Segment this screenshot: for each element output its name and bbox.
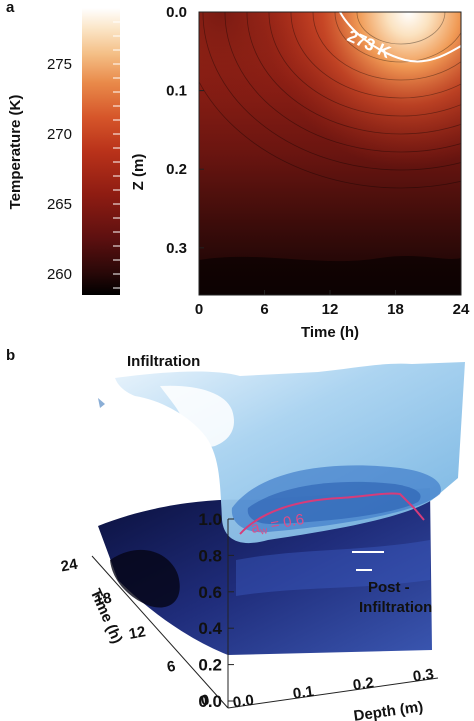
- post-infiltration-label-line1: Post -: [368, 579, 410, 596]
- heatmap-x-tick-labels: 0 6 12 18 24: [195, 290, 470, 318]
- post-infiltration-surface: [98, 488, 432, 655]
- depth-tick-label: 0.2: [352, 674, 375, 694]
- depth-tick-label: 0.3: [412, 666, 435, 686]
- heatmap-y-tick-labels: 0.0 0.1 0.2 0.3: [166, 4, 204, 257]
- time-tick-label: 12: [128, 623, 147, 643]
- depth-tick-labels: 0.0 0.1 0.2 0.3: [232, 666, 435, 712]
- heatmap-contour-line: [312, 12, 461, 81]
- depth-axis-label: Depth (m): [353, 698, 425, 721]
- infiltration-label: Infiltration: [127, 353, 200, 370]
- heatmap-contour-line: [334, 12, 461, 63]
- z-axis-tick-label: 0.8: [198, 546, 222, 565]
- heatmap-contour-line: [202, 12, 461, 171]
- post-infiltration-label-line2: Infiltration: [359, 599, 432, 616]
- z-axis-tick-labels: 0.0 0.2 0.4 0.6 0.8 1.0: [198, 510, 234, 711]
- axes-3d: [91, 519, 439, 709]
- post-infiltration-band: [236, 540, 430, 596]
- heatmap-contour-line: [224, 12, 461, 153]
- heatmap-y-tick-label: 0.0: [166, 4, 187, 21]
- colorbar-label: Temperature (K): [7, 95, 24, 210]
- heatmap-y-tick-label: 0.2: [166, 161, 187, 178]
- heatmap-x-tick-label: 24: [453, 301, 470, 318]
- heatmap-x-tick-label: 12: [322, 301, 339, 318]
- aw-contour-line: [239, 492, 425, 535]
- heatmap-y-axis-label: Z (m): [130, 154, 147, 191]
- colorbar-tick-label: 260: [47, 266, 72, 283]
- colorbar-tick-label: 275: [47, 56, 72, 73]
- depth-tick-label: 0.0: [232, 692, 255, 712]
- z-axis-tick-label: 0.4: [198, 619, 222, 638]
- post-infiltration-dark-region: [110, 549, 180, 608]
- heatmap-contour-line: [290, 12, 461, 99]
- heatmap-y-tick-label: 0.3: [166, 240, 187, 257]
- time-axis-label: Time (h): [87, 586, 126, 646]
- contour-273k-line: [339, 12, 461, 63]
- colorbar-tick-labels: 260 265 270 275: [47, 56, 72, 283]
- z-axis-tick-label: 0.2: [198, 656, 222, 675]
- time-tick-label: 0: [200, 691, 211, 709]
- time-tick-label: 18: [94, 589, 113, 609]
- infiltration-inner-band: [247, 481, 421, 524]
- heatmap-x-tick-label: 0: [195, 301, 203, 318]
- time-tick-label: 24: [60, 556, 80, 576]
- heatmap-contour-line: [268, 12, 461, 117]
- heatmap-contour-line: [356, 12, 446, 45]
- aw-contour-label: aw = 0.6: [250, 511, 306, 539]
- z-axis-tick-label: 0.0: [198, 692, 222, 711]
- z-axis-tick-label: 0.6: [198, 583, 222, 602]
- colorbar-tick-label: 270: [47, 126, 72, 143]
- infiltration-surface: [98, 398, 105, 408]
- heatmap-x-tick-label: 6: [260, 301, 268, 318]
- panel-a-label: a: [6, 0, 15, 16]
- heatmap-contour-line: [199, 80, 461, 189]
- colorbar: [82, 8, 120, 295]
- time-tick-labels: 0 6 12 18 24: [60, 556, 211, 710]
- colorbar-minor-ticks: [113, 7, 120, 289]
- colorbar-tick-label: 265: [47, 196, 72, 213]
- heatmap-plot: [199, 12, 461, 295]
- heatmap-contours: [199, 12, 461, 189]
- heatmap-y-tick-label: 0.1: [166, 83, 187, 100]
- heatmap-x-tick-label: 18: [387, 301, 404, 318]
- depth-tick-label: 0.1: [292, 683, 315, 703]
- heatmap-contour-line: [246, 12, 461, 135]
- infiltration-white-patch: [160, 385, 235, 447]
- time-tick-label: 6: [166, 658, 177, 676]
- z-axis-tick-label: 1.0: [198, 510, 222, 529]
- heatmap-x-axis-label: Time (h): [301, 324, 359, 341]
- panel-b-label: b: [6, 347, 15, 364]
